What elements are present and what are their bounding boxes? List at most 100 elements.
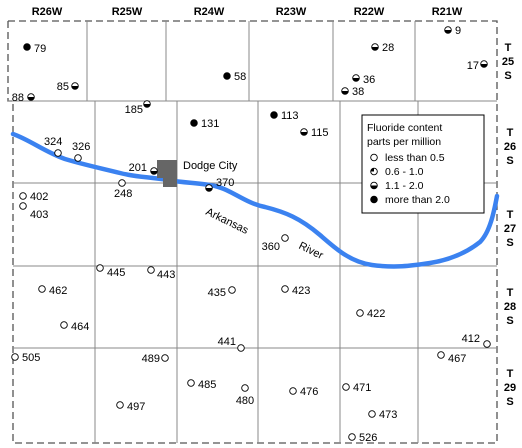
well-label: 497 — [127, 401, 145, 413]
fluoride-symbol-empty-icon — [348, 433, 356, 441]
well-label: 113 — [281, 110, 299, 122]
well-131: 131 — [190, 118, 219, 130]
well-label: 467 — [448, 353, 466, 365]
fluoride-symbol-half-icon — [480, 60, 488, 68]
fluoride-symbol-full-icon — [370, 195, 378, 204]
well-423: 423 — [281, 285, 310, 297]
well-85: 85 — [57, 81, 79, 93]
well-505: 505 — [11, 352, 40, 364]
dodge-city-area-icon — [157, 160, 177, 187]
fluoride-symbol-empty-icon — [19, 192, 27, 200]
well-201: 201 — [129, 162, 158, 175]
well-326: 326 — [72, 141, 90, 162]
well-label: 58 — [234, 71, 246, 83]
fluoride-symbol-empty-icon — [60, 321, 68, 329]
well-360: 360 — [262, 234, 289, 253]
county-boundary — [7, 20, 498, 444]
well-435: 435 — [208, 286, 236, 299]
fluoride-symbol-empty-icon — [356, 309, 364, 317]
well-402: 402 — [19, 191, 48, 203]
well-label: 85 — [57, 81, 69, 93]
legend-item-label: 0.6 - 1.0 — [385, 166, 424, 178]
legend-item-label: less than 0.5 — [385, 152, 445, 164]
fluoride-symbol-empty-icon — [11, 353, 19, 361]
well-label: 423 — [292, 285, 310, 297]
range-label-r25w: R25W — [112, 6, 143, 18]
dodge-city: Dodge City — [157, 160, 238, 187]
well-label: 505 — [22, 352, 40, 364]
well-526: 526 — [348, 432, 377, 444]
well-label: 131 — [201, 118, 219, 130]
well-497: 497 — [116, 401, 145, 413]
well-489: 489 — [142, 353, 169, 365]
well-label: 403 — [30, 209, 48, 221]
svg-text:S: S — [504, 70, 511, 82]
well-480: 480 — [236, 384, 254, 407]
svg-text:T: T — [507, 127, 514, 139]
fluoride-symbol-half-icon — [205, 184, 213, 192]
fluoride-symbol-empty-icon — [241, 384, 249, 392]
fluoride-symbol-empty-icon — [370, 153, 378, 162]
svg-text:27: 27 — [504, 223, 516, 235]
well-label: 201 — [129, 162, 147, 174]
well-473: 473 — [368, 409, 397, 421]
range-label-r21w: R21W — [432, 6, 463, 18]
well-label: 441 — [218, 336, 236, 348]
fluoride-symbol-full-icon — [190, 119, 198, 127]
well-9: 9 — [444, 25, 461, 37]
well-324: 324 — [44, 136, 62, 157]
fluoride-symbol-empty-icon — [342, 383, 350, 391]
fluoride-symbol-empty-icon — [161, 354, 169, 362]
fluoride-symbol-half-icon — [444, 26, 452, 34]
range-label-r23w: R23W — [276, 6, 307, 18]
legend-title-line2: parts per million — [367, 136, 441, 148]
legend-box — [361, 114, 485, 214]
svg-text:S: S — [506, 315, 513, 327]
fluoride-symbol-empty-icon — [281, 234, 289, 242]
well-445: 445 — [96, 264, 125, 279]
well-441: 441 — [218, 336, 245, 352]
well-label: 17 — [467, 60, 479, 72]
svg-text:T: T — [507, 368, 514, 380]
well-443: 443 — [147, 266, 175, 281]
well-label: 480 — [236, 395, 254, 407]
fluoride-symbol-empty-icon — [368, 410, 376, 418]
well-115: 115 — [300, 127, 329, 139]
well-248: 248 — [114, 179, 132, 200]
svg-text:S: S — [506, 396, 513, 408]
svg-text:S: S — [506, 237, 513, 249]
well-label: 489 — [142, 353, 160, 365]
range-label-r26w: R26W — [32, 6, 63, 18]
fluoride-symbol-quarter-icon — [370, 167, 378, 176]
well-467: 467 — [437, 351, 466, 365]
well-label: 476 — [300, 386, 318, 398]
fluoride-symbol-empty-icon — [74, 154, 82, 162]
well-185: 185 — [125, 100, 151, 116]
well-label: 462 — [49, 285, 67, 297]
arkansas-river — [10, 131, 500, 269]
fluoride-symbol-empty-icon — [96, 264, 104, 272]
svg-text:T: T — [505, 42, 512, 54]
legend-item: 1.1 - 2.0 — [370, 180, 424, 192]
well-label: 9 — [455, 25, 461, 37]
fluoride-symbol-half-icon — [150, 167, 158, 175]
svg-text:29: 29 — [504, 382, 516, 394]
well-464: 464 — [60, 321, 89, 333]
well-403: 403 — [19, 202, 48, 221]
township-label-t28s: T 28 S — [504, 287, 516, 327]
well-28: 28 — [371, 42, 394, 54]
well-label: 412 — [462, 333, 480, 345]
well-label: 445 — [107, 267, 125, 279]
well-58: 58 — [223, 71, 246, 83]
range-label-r22w: R22W — [354, 6, 385, 18]
well-label: 402 — [30, 191, 48, 203]
fluoride-symbol-empty-icon — [187, 379, 195, 387]
well-79: 79 — [23, 43, 46, 55]
well-label: 360 — [262, 241, 280, 253]
dodge-city-label: Dodge City — [183, 160, 238, 172]
well-label: 485 — [198, 379, 216, 391]
well-36: 36 — [352, 74, 375, 86]
fluoride-symbol-full-icon — [23, 43, 31, 51]
fluoride-symbol-half-icon — [300, 128, 308, 136]
